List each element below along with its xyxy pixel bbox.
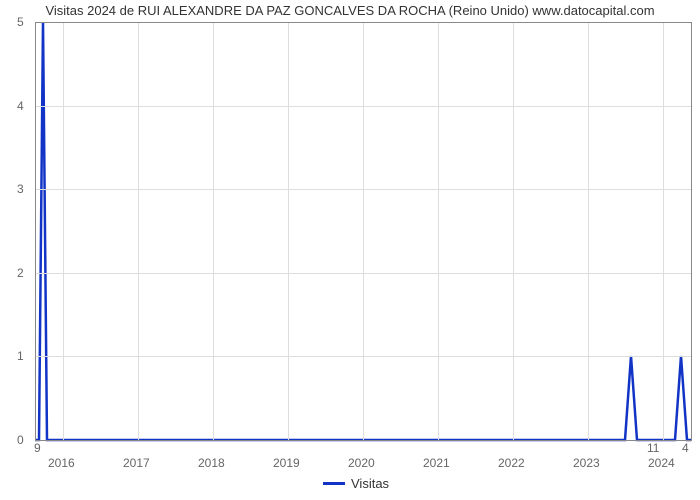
gridline-v <box>438 22 439 440</box>
legend: Visitas <box>323 476 389 491</box>
corner-label-br-b: 4 <box>682 441 689 455</box>
gridline-v <box>663 22 664 440</box>
y-tick-label: 3 <box>17 182 24 196</box>
x-tick-label: 2021 <box>423 456 450 470</box>
x-tick-label: 2017 <box>123 456 150 470</box>
corner-label-bl: 9 <box>34 441 41 455</box>
gridline-v <box>288 22 289 440</box>
x-tick-label: 2022 <box>498 456 525 470</box>
x-tick-label: 2016 <box>48 456 75 470</box>
x-tick-label: 2019 <box>273 456 300 470</box>
chart-title-text: Visitas 2024 de RUI ALEXANDRE DA PAZ GON… <box>45 3 654 18</box>
gridline-v <box>588 22 589 440</box>
gridline-v <box>138 22 139 440</box>
gridline-v <box>513 22 514 440</box>
y-tick-label: 2 <box>17 266 24 280</box>
y-tick-label: 0 <box>17 433 24 447</box>
legend-swatch <box>323 482 345 485</box>
gridline-v <box>63 22 64 440</box>
y-tick-label: 5 <box>17 15 24 29</box>
gridline-h <box>35 440 691 441</box>
x-tick-label: 2023 <box>573 456 600 470</box>
y-tick-label: 4 <box>17 99 24 113</box>
x-tick-label: 2018 <box>198 456 225 470</box>
x-tick-label: 2020 <box>348 456 375 470</box>
legend-label: Visitas <box>351 476 389 491</box>
corner-label-br-a: 11 <box>647 441 659 455</box>
gridline-v <box>213 22 214 440</box>
x-tick-label: 2024 <box>648 456 675 470</box>
chart-title: Visitas 2024 de RUI ALEXANDRE DA PAZ GON… <box>0 2 700 20</box>
y-tick-label: 1 <box>17 349 24 363</box>
gridline-v <box>363 22 364 440</box>
